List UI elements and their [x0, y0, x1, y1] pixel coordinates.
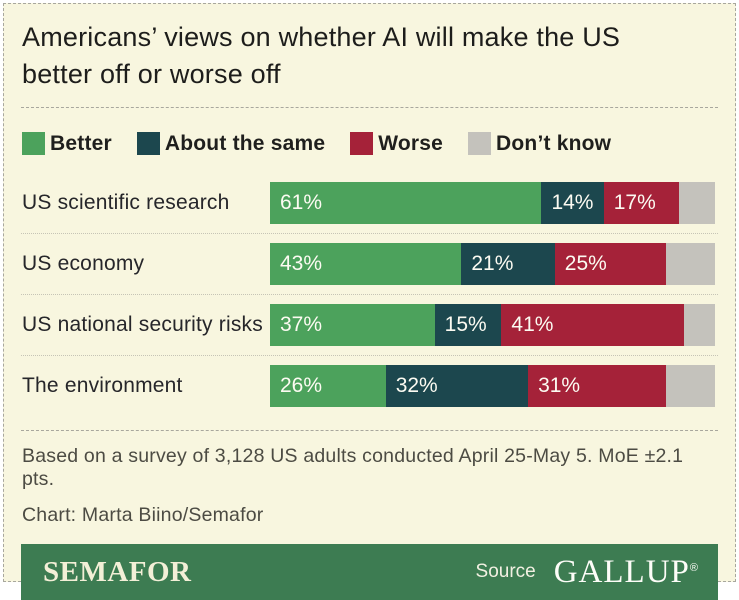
bar-segment-about-the-same: 32%	[385, 365, 529, 407]
semafor-logo: SEMAFOR	[43, 555, 192, 588]
bar-segment-worse: 25%	[554, 243, 667, 285]
legend-swatch-dont-know	[468, 132, 492, 155]
segment-value-label: 37%	[280, 313, 323, 336]
bar-segment-about-the-same: 21%	[461, 243, 555, 285]
bar-segment-about-the-same: 15%	[434, 304, 502, 346]
row-label: The environment	[22, 374, 183, 397]
bar-segment-better: 37%	[270, 304, 435, 346]
stacked-bar: 61% 14% 17%	[270, 182, 715, 224]
chart-divider	[21, 430, 718, 431]
segment-value-label: 43%	[280, 252, 323, 275]
segment-value-label: 21%	[471, 252, 514, 275]
bar-segment-dont-know	[666, 365, 715, 407]
page-title: Americans’ views on whether AI will make…	[22, 22, 621, 89]
segment-value-label: 14%	[551, 191, 594, 214]
survey-note: Based on a survey of 3,128 US adults con…	[22, 445, 684, 490]
bar-chart: US scientific research 61% 14% 17% US econom…	[21, 173, 718, 416]
legend-swatch-about-the-same	[136, 132, 160, 155]
bar-row: US scientific research 61% 14% 17%	[21, 173, 718, 234]
bar-segment-worse: 17%	[603, 182, 680, 224]
source-attribution: Source GALLUP ®	[475, 553, 698, 590]
segment-value-label: 41%	[511, 313, 554, 336]
legend-item-worse: Worse	[350, 132, 443, 156]
stacked-bar: 26% 32% 31%	[270, 365, 715, 407]
legend: Better About the same Worse Don’t know	[22, 132, 718, 155]
legend-item-about-the-same: About the same	[136, 131, 326, 156]
segment-value-label: 25%	[564, 252, 607, 275]
bar-segment-dont-know	[683, 304, 715, 346]
stacked-bar: 43% 21% 25%	[270, 243, 715, 285]
bar-segment-about-the-same: 14%	[541, 182, 604, 224]
bar-segment-worse: 31%	[528, 365, 667, 407]
chart-card: Americans’ views on whether AI will make…	[3, 3, 736, 600]
bar-segment-better: 26%	[270, 365, 386, 407]
bar-row: US national security risks 37% 15% 41%	[21, 295, 718, 356]
registered-mark: ®	[689, 561, 698, 574]
title-divider	[21, 107, 718, 108]
legend-label: Worse	[378, 131, 444, 155]
legend-label: About the same	[164, 131, 326, 155]
bar-row: US economy 43% 21% 25%	[21, 234, 718, 295]
legend-swatch-better	[22, 132, 45, 155]
bar-segment-worse: 41%	[501, 304, 684, 346]
legend-label: Better	[50, 131, 112, 155]
legend-swatch-worse	[350, 132, 374, 155]
segment-value-label: 15%	[444, 313, 487, 336]
stacked-bar: 37% 15% 41%	[270, 304, 715, 346]
bar-segment-better: 61%	[270, 182, 542, 224]
footer-bar: SEMAFOR Source GALLUP ®	[21, 544, 718, 600]
segment-value-label: 61%	[280, 191, 323, 214]
row-label: US national security risks	[22, 313, 263, 336]
gallup-logo: GALLUP	[553, 553, 690, 590]
segment-value-label: 32%	[395, 374, 438, 397]
bar-segment-dont-know	[679, 182, 715, 224]
row-label: US economy	[22, 252, 145, 275]
legend-item-dont-know: Don’t know	[468, 132, 611, 156]
source-label: Source	[475, 561, 536, 582]
bar-segment-dont-know	[666, 243, 715, 285]
chart-credit: Chart: Marta Biino/Semafor	[22, 504, 264, 526]
legend-label: Don’t know	[496, 131, 612, 155]
row-label: US scientific research	[22, 191, 230, 214]
segment-value-label: 17%	[613, 191, 656, 214]
segment-value-label: 26%	[280, 374, 323, 397]
bar-segment-better: 43%	[270, 243, 462, 285]
segment-value-label: 31%	[538, 374, 581, 397]
bar-row: The environment 26% 32% 31%	[21, 356, 718, 416]
legend-item-better: Better	[22, 132, 112, 156]
